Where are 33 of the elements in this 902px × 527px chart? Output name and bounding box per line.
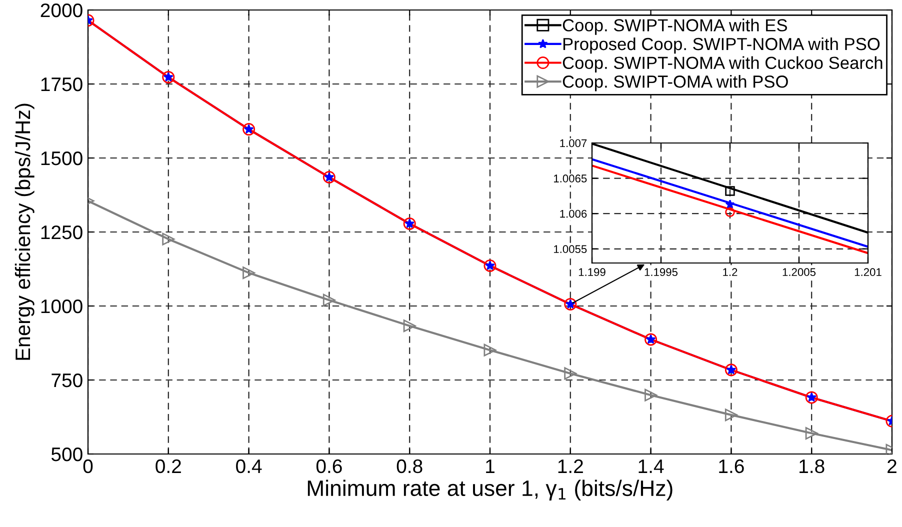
x-tick-label: 0.6: [316, 459, 342, 474]
legend-label: Coop. SWIPT-NOMA with ES: [562, 18, 787, 35]
x-tick-label: 1.6: [719, 459, 744, 474]
x-axis-title: Minimum rate at user 1, γ$_{1}$ (bits/s/Hz): [308, 480, 672, 500]
x-tick-label: 0.8: [396, 459, 422, 474]
x-tick-label: 0.2: [156, 459, 181, 474]
y-tick-label: 1.006: [560, 210, 587, 218]
x-tick-label: 1: [486, 460, 494, 473]
y-tick-label: 1750: [41, 77, 82, 92]
y-tick-label: 1.007: [560, 139, 587, 148]
y-tick-label: 1.0065: [554, 174, 587, 182]
x-tick-label: 2: [888, 459, 896, 473]
legend-label: Proposed Coop. SWIPT-NOMA with PSO: [563, 37, 880, 54]
x-tick-label: 1.1995: [644, 268, 678, 276]
legend-label: Coop. SWIPT-NOMA with Cuckoo Search: [562, 56, 882, 72]
x-tick-label: 0: [83, 459, 93, 474]
y-tick-label: 500: [51, 447, 82, 462]
x-tick-label: 0.4: [236, 459, 262, 474]
x-tick-label: 1.2: [723, 268, 738, 276]
y-axis-title: Energy efficiency (bps/J/Hz): [14, 104, 34, 360]
y-tick-label: 1000: [41, 299, 82, 314]
y-tick-label: 2000: [40, 3, 82, 18]
y-tick-label: 1500: [41, 151, 82, 166]
x-tick-label: 1.2005: [782, 268, 816, 276]
x-tick-label: 1.2: [558, 459, 583, 473]
y-tick-label: 1250: [41, 225, 82, 240]
legend-label: Coop. SWIPT-OMA with PSO: [562, 75, 788, 92]
x-tick-label: 1.8: [800, 459, 824, 474]
x-tick-label: 1.4: [638, 460, 664, 473]
y-tick-label: 1.0055: [554, 245, 587, 254]
y-tick-label: 750: [52, 373, 82, 388]
x-tick-label: 1.199: [578, 268, 606, 276]
x-tick-label: 1.201: [854, 268, 882, 276]
